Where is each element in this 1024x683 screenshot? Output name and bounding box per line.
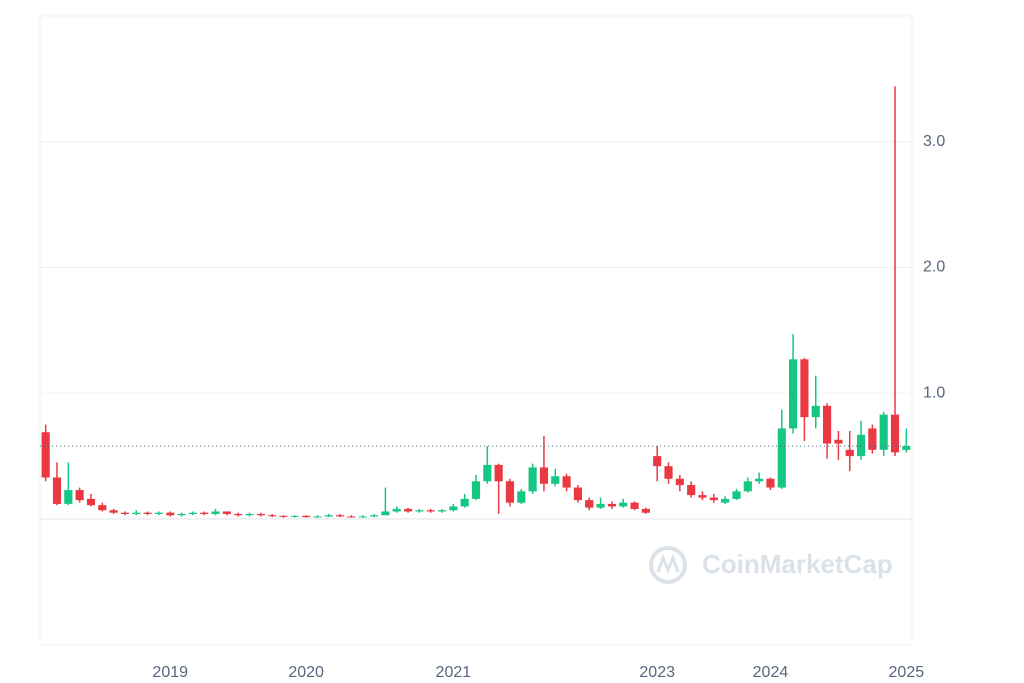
candle-body [460,498,469,507]
candle-body [721,498,730,503]
y-tick-label: 2.0 [923,259,945,276]
candle-body [256,513,265,516]
candle-body [494,464,503,482]
candle-body [381,511,390,516]
x-tick-label: 2023 [639,664,675,681]
watermark: CoinMarketCap [649,546,893,584]
candle-body [392,508,401,512]
x-tick-label: 2024 [753,664,789,681]
candle-body [86,498,96,506]
candle-body [755,478,764,482]
candle-body [222,511,231,514]
candle-body [41,432,50,478]
watermark-logo [649,546,687,584]
candle-body [834,439,843,444]
y-tick-label: 3.0 [923,133,945,150]
candle-body [879,414,888,450]
candle-body [698,495,707,498]
x-tick-label: 2025 [889,664,925,681]
candle-body [279,515,288,517]
candle-body [358,516,367,518]
candle-body [52,477,62,504]
candle-body [449,506,458,511]
candle-body [234,513,243,516]
candle-body [890,414,900,453]
candle-body [403,508,413,512]
candle-body [822,405,832,444]
candle-body [437,510,447,512]
candle-body [347,516,356,518]
watermark-text: CoinMarketCap [702,549,893,579]
candle-body [188,512,197,514]
candle-body [245,513,254,516]
x-tick-label: 2020 [288,664,324,681]
candle-body [630,502,639,509]
candle-body [211,511,220,514]
candle-body [687,485,696,496]
candle-body [268,515,277,517]
candle-body [664,466,673,479]
candle-body [302,515,311,518]
candle-body [551,476,560,484]
candle-body [290,515,299,517]
watermark-logo-mark [656,553,680,574]
candle-body [845,449,854,457]
candle-body [675,478,684,486]
candle-body [517,491,526,503]
candle-body [98,505,107,511]
candle-body [811,405,820,418]
candle-body [777,428,786,488]
candle-body [653,456,662,467]
candle-body [800,359,809,418]
candle-body [415,510,424,512]
candle-body [471,481,481,499]
candle-body [313,516,322,518]
candle-body [505,481,515,503]
candle-body [789,359,798,429]
candle-body [585,500,594,508]
candle-body [743,481,752,492]
candle-body [856,434,866,457]
candle-body [426,510,435,512]
candle-body [324,515,333,517]
candle-body [619,502,628,507]
candle-body [573,487,582,501]
y-tick-label: 1.0 [923,384,945,401]
x-tick-label: 2019 [152,664,188,681]
candle-body [732,491,741,499]
candle-body [120,512,130,514]
plot-frame [39,15,913,646]
candle-body [154,512,163,514]
candle-body [562,476,571,488]
candle-body [132,512,141,514]
candle-body [75,490,84,501]
candle-body [370,515,379,517]
candle-body [143,512,152,514]
candle-body [64,490,73,504]
candle-body [607,503,616,507]
candle-body [200,512,209,514]
candle-body [336,515,345,517]
candle-body [109,510,118,513]
candle-body [766,478,775,488]
candle-body [641,508,650,513]
candle-body [902,446,911,450]
x-tick-label: 2021 [436,664,472,681]
candle-body [868,428,877,450]
candle-body [528,467,537,492]
candle-body [483,464,492,482]
candle-body [177,513,186,516]
candle-body [596,503,605,508]
candle-body [539,467,549,484]
candle-body [709,497,718,501]
candle-body [166,512,175,516]
